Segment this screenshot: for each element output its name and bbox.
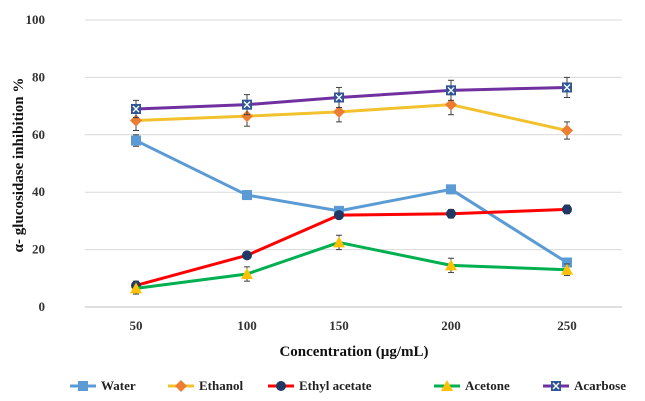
marker-diamond — [445, 98, 457, 111]
y-axis-title: α- glucosidase inhibition % — [11, 78, 27, 253]
series-layer — [130, 76, 573, 295]
x-tick-label: 200 — [441, 318, 461, 333]
marker-square — [562, 257, 572, 268]
marker-square — [78, 381, 88, 391]
marker-x-cross — [243, 101, 251, 109]
series-ethyl-acetate — [131, 204, 572, 291]
series-water — [131, 134, 572, 268]
y-tick-label: 40 — [32, 184, 45, 199]
marker-circle — [276, 381, 286, 391]
legend-item: Water — [70, 378, 136, 393]
legend-item: Ethyl acetate — [268, 378, 372, 393]
legend-label: Acetone — [465, 378, 510, 393]
legend-label: Ethanol — [199, 378, 243, 393]
legend-item: Acarbose — [543, 378, 626, 393]
y-tick-label: 100 — [26, 12, 46, 27]
marker-square — [242, 190, 252, 201]
y-tick-label: 0 — [39, 299, 46, 314]
marker-x-cross — [447, 86, 455, 94]
legend-item: Acetone — [434, 378, 510, 393]
legend-label: Acarbose — [574, 378, 626, 393]
series-ethanol — [130, 94, 573, 140]
marker-x-cross — [563, 83, 571, 91]
marker-triangle — [441, 380, 453, 391]
marker-triangle — [130, 282, 142, 294]
x-tick-label: 150 — [329, 318, 349, 333]
marker-square — [131, 135, 141, 146]
x-tick-label: 100 — [237, 318, 257, 333]
x-axis-title: Concentration (µg/mL) — [279, 344, 428, 360]
marker-circle — [242, 250, 252, 261]
series-line — [135, 85, 568, 111]
marker-circle — [562, 204, 572, 215]
marker-diamond — [241, 110, 253, 123]
x-tick-label: 250 — [557, 318, 577, 333]
y-tick-label: 20 — [32, 242, 45, 257]
series-acetone — [130, 234, 573, 295]
series-line — [135, 103, 568, 132]
marker-circle — [446, 208, 456, 219]
marker-circle — [334, 210, 344, 221]
y-tick-label: 60 — [32, 127, 45, 142]
legend-label: Ethyl acetate — [299, 378, 372, 393]
marker-triangle — [333, 236, 345, 248]
legend: Water Ethanol Ethyl acetate Acetone Acarbose — [70, 378, 626, 393]
marker-diamond — [175, 380, 187, 392]
x-tick-labels: 50 100 150 200 250 — [130, 318, 577, 333]
series-acarbose — [131, 76, 572, 119]
marker-x-cross — [552, 382, 560, 390]
marker-x-cross — [132, 105, 140, 113]
marker-triangle — [561, 263, 573, 275]
marker-triangle — [445, 259, 457, 271]
legend-item: Ethanol — [168, 378, 243, 393]
marker-square — [446, 184, 456, 195]
y-tick-label: 80 — [32, 69, 45, 84]
y-tick-labels: 0 20 40 60 80 100 — [26, 12, 46, 314]
x-tick-label: 50 — [130, 318, 143, 333]
marker-triangle — [241, 267, 253, 279]
gridlines — [85, 19, 622, 308]
marker-diamond — [333, 105, 345, 118]
legend-label: Water — [101, 378, 136, 393]
marker-diamond — [561, 124, 573, 137]
marker-x-cross — [335, 93, 343, 101]
